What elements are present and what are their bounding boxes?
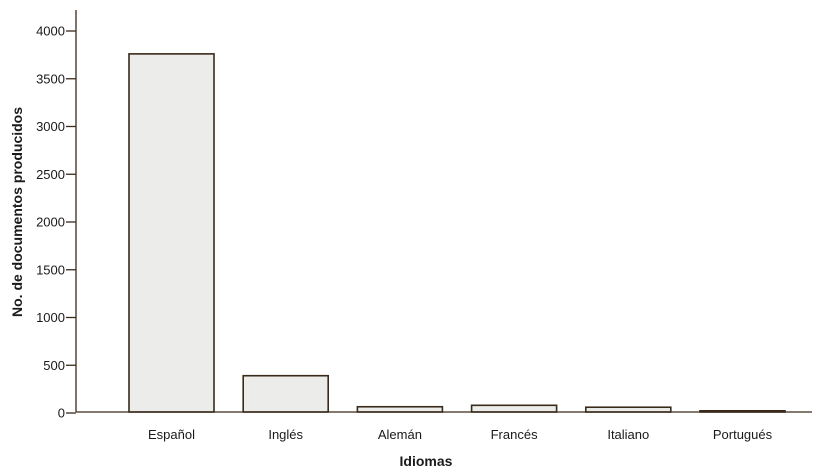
x-tick-label: Francés [491,427,538,442]
bar-ingles [242,374,329,413]
bars [128,53,786,413]
x-axis-ticks: Español Inglés Alemán Francés Italiano Portug… [148,427,773,442]
y-tick-label: 1500 [36,262,65,277]
x-tick-label: Alemán [378,427,422,442]
bar-italiano [584,406,672,413]
y-tick-label: 3500 [36,71,65,86]
y-tick-label: 1000 [36,310,65,325]
y-tick-label: 4000 [36,24,65,39]
bar-aleman [356,405,444,413]
y-tick-label: 500 [43,358,65,373]
y-tick-label: 3000 [36,119,65,134]
y-tick-label: 0 [58,406,65,421]
y-tick-label: 2000 [36,215,65,230]
y-tick-label: 2500 [36,167,65,182]
x-tick-label: Italiano [607,427,649,442]
y-axis-ticks: 0 500 1000 1500 2000 2500 3000 3500 4000 [36,24,76,421]
y-axis-title: No. de documentos producidos [9,107,25,317]
x-tick-label: Portugués [713,427,773,442]
bar-espanol [128,53,215,413]
bar-frances [470,404,558,413]
x-tick-label: Inglés [268,427,303,442]
x-axis-title: Idiomas [400,453,453,469]
x-tick-label: Español [148,427,195,442]
